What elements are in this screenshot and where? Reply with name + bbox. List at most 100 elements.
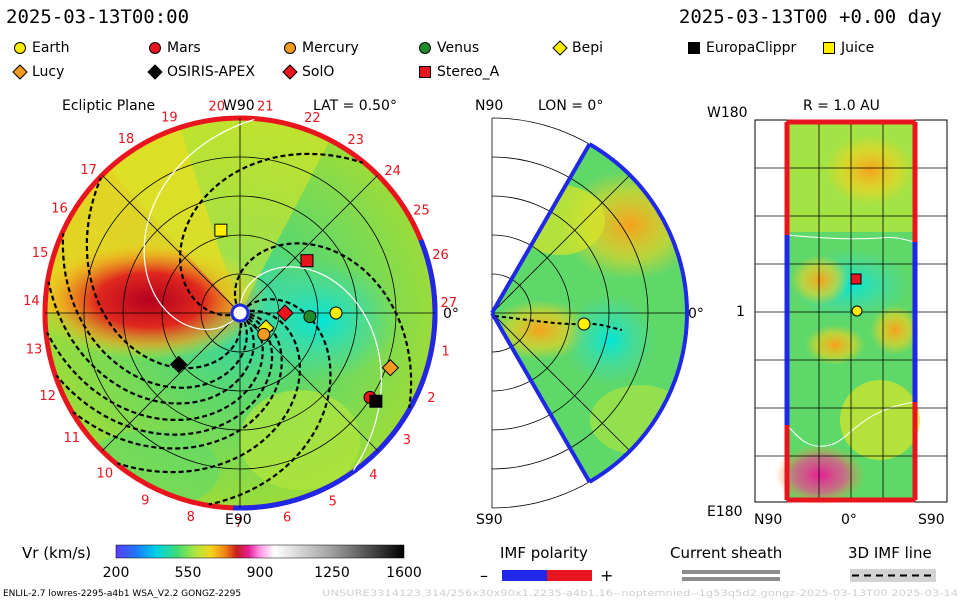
stereo-a-marker <box>300 254 314 268</box>
legend-item-mercury: Mercury <box>282 40 359 56</box>
sector-label-7: 7 <box>235 516 243 531</box>
sector-label-13: 13 <box>26 342 43 357</box>
sector-label-2: 2 <box>427 391 435 406</box>
colorbar-tick-label: 900 <box>247 565 274 581</box>
sector-label-9: 9 <box>141 493 149 508</box>
legend-marker-square <box>419 66 431 78</box>
sector-label-23: 23 <box>347 133 364 148</box>
legend-item-europaclippr: EuropaClippr <box>686 40 796 56</box>
legend-marker-square <box>688 42 700 54</box>
colorbar-tick-label: 1600 <box>386 565 422 581</box>
legend-label: Stereo_A <box>437 64 500 80</box>
imf-minus-label: – <box>480 566 488 585</box>
timestamp-left: 2025-03-13T00:00 <box>6 6 190 28</box>
meridional-top-label: N90 <box>475 98 503 114</box>
ecliptic-lat-label: LAT = 0.50° <box>313 98 397 114</box>
legend-label: OSIRIS-APEX <box>167 64 255 80</box>
ecliptic-right-label: 0° <box>443 306 459 322</box>
legend-item-stereo-a: Stereo_A <box>417 64 499 80</box>
sector-label-14: 14 <box>23 294 40 309</box>
imf-plus-label: + <box>600 566 613 585</box>
legend-label: Venus <box>437 40 480 56</box>
imf-negative-swatch <box>502 570 547 581</box>
colorbar-label: Vr (km/s) <box>22 544 91 562</box>
map-x-left: N90 <box>754 512 782 528</box>
stereo-a-marker-map <box>850 273 862 285</box>
imf-polarity-title: IMF polarity <box>500 544 588 562</box>
sector-label-20: 20 <box>208 99 225 114</box>
meridional-panel <box>490 117 689 509</box>
meridional-title: LON = 0° <box>538 98 603 114</box>
sheath-swatch-2 <box>682 577 780 581</box>
sector-label-10: 10 <box>97 466 114 481</box>
sector-label-15: 15 <box>32 246 49 261</box>
legend-marker-square <box>823 42 835 54</box>
sheath-swatch-1 <box>682 570 780 574</box>
sector-label-26: 26 <box>432 248 449 263</box>
legend-label: Mercury <box>302 40 359 56</box>
map-bottom-label: E180 <box>707 504 743 520</box>
colorbar-tick-label: 1250 <box>314 565 350 581</box>
sector-label-24: 24 <box>384 164 401 179</box>
imf-line-title: 3D IMF line <box>848 544 932 562</box>
juice-marker <box>214 223 228 237</box>
footer-left: ENLIL-2.7 lowres-2295-a4b1 WSA_V2.2 GONG… <box>3 589 241 599</box>
legend-marker-diamond <box>12 64 28 80</box>
legend-marker-circle <box>419 42 431 54</box>
map-top-label: W180 <box>707 105 748 121</box>
earth-marker-meridional <box>577 317 591 331</box>
legend-marker-circle <box>149 42 161 54</box>
legend-item-juice: Juice <box>821 40 874 56</box>
sector-label-3: 3 <box>403 433 411 448</box>
legend-label: Juice <box>841 40 875 56</box>
ecliptic-top-label: W90 <box>223 98 255 114</box>
sector-label-27: 27 <box>440 296 457 311</box>
sector-label-19: 19 <box>161 110 178 125</box>
earth-marker <box>329 306 343 320</box>
sector-label-25: 25 <box>413 203 430 218</box>
map-x-right: S90 <box>918 512 945 528</box>
legend-label: Lucy <box>32 64 65 80</box>
mercury-marker <box>257 327 271 341</box>
sector-label-6: 6 <box>283 511 291 526</box>
legend-item-venus: Venus <box>417 40 479 56</box>
imf-spiral-lines <box>46 118 413 506</box>
legend-marker-circle <box>284 42 296 54</box>
current-sheath-title: Current sheath <box>670 544 782 562</box>
map-title: R = 1.0 AU <box>803 98 880 114</box>
europaclippr-marker <box>369 394 383 408</box>
legend-item-solo: SolO <box>282 64 334 80</box>
map-grid <box>755 120 947 502</box>
legend-label: SolO <box>302 64 335 80</box>
colorbar-tick-label: 200 <box>103 565 130 581</box>
colorbar-tick-label: 550 <box>175 565 202 581</box>
sector-label-11: 11 <box>63 431 80 446</box>
meridional-right-label: 0° <box>688 306 704 322</box>
legend-label: Mars <box>167 40 201 56</box>
legend-label: EuropaClippr <box>706 40 797 56</box>
legend-label: Bepi <box>572 40 603 56</box>
sector-label-21: 21 <box>257 100 274 115</box>
legend-item-osiris-apex: OSIRIS-APEX <box>147 64 255 80</box>
timestamp-right: 2025-03-13T00 +0.00 day <box>678 6 942 28</box>
ecliptic-title: Ecliptic Plane <box>62 98 155 114</box>
ecliptic-bottom-label: E90 <box>225 512 252 528</box>
lucy-marker <box>381 359 400 377</box>
venus-marker <box>303 310 317 324</box>
sector-label-16: 16 <box>51 202 68 217</box>
legend-marker-circle <box>14 42 26 54</box>
ecliptic-polarity-arc <box>233 239 438 511</box>
meridional-grid <box>491 117 688 509</box>
sector-label-22: 22 <box>304 111 321 126</box>
legend-item-earth: Earth <box>12 40 70 56</box>
meridional-bottom-label: S90 <box>476 512 503 528</box>
sector-label-4: 4 <box>369 468 377 483</box>
legend-label: Earth <box>32 40 70 56</box>
osiris-apex-marker <box>170 355 188 374</box>
legend-marker-diamond <box>147 64 163 80</box>
legend-item-bepi: Bepi <box>552 40 603 56</box>
earth-marker-map <box>851 305 863 317</box>
